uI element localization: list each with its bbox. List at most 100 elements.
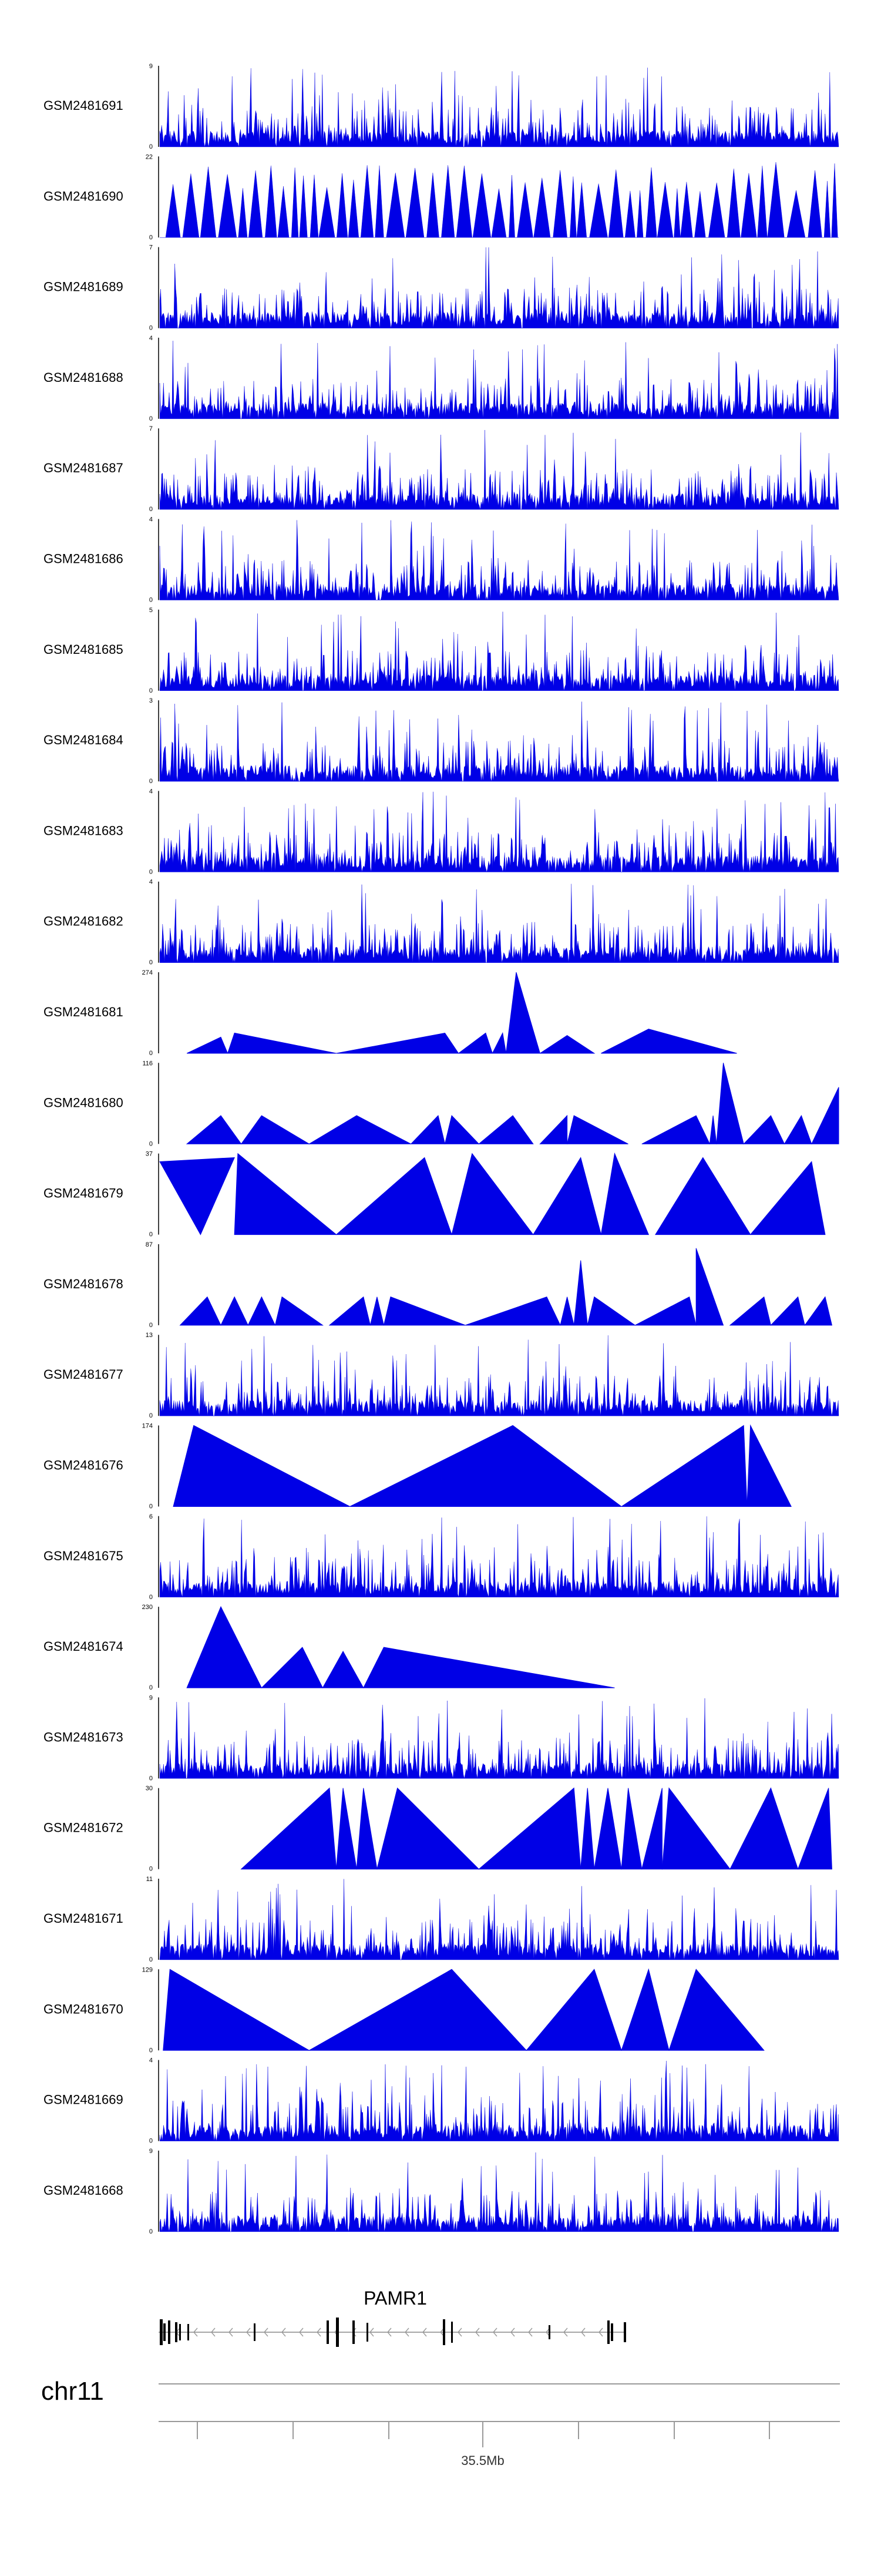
y-max-label: 9 xyxy=(149,63,153,70)
coverage-peak xyxy=(465,1296,561,1326)
y-max-label: 4 xyxy=(149,788,153,795)
track-label: GSM2481677 xyxy=(43,1367,123,1382)
coverage-peak xyxy=(743,1115,785,1144)
track-label: GSM2481675 xyxy=(43,1549,123,1563)
coverage-peak xyxy=(770,1296,805,1326)
gene-track: PAMR1 xyxy=(159,2288,626,2347)
track: GSM2481675 6 0 xyxy=(43,1513,839,1601)
strand-chevron-icon xyxy=(493,2328,497,2337)
y-min-label: 0 xyxy=(149,2138,153,2145)
coverage-area xyxy=(159,68,839,147)
y-max-label: 87 xyxy=(146,1241,153,1248)
track: GSM2481684 3 0 xyxy=(43,697,839,785)
y-max-label: 274 xyxy=(142,969,153,976)
track-label: GSM2481679 xyxy=(43,1186,123,1201)
coverage-peak xyxy=(336,1788,357,1870)
coverage-area xyxy=(159,2061,839,2141)
y-max-label: 9 xyxy=(149,1694,153,1701)
track-label: GSM2481670 xyxy=(43,2001,123,2016)
gene-label: PAMR1 xyxy=(364,2288,427,2309)
track: GSM2481671 11 0 xyxy=(43,1876,839,1963)
coverage-peak xyxy=(336,1032,459,1054)
track: GSM2481687 7 0 xyxy=(43,425,839,513)
track: GSM2481678 87 0 xyxy=(43,1241,833,1329)
coverage-peak xyxy=(234,1153,337,1235)
strand-chevron-icon xyxy=(193,2328,198,2337)
y-max-label: 6 xyxy=(149,1513,153,1520)
track: GSM2481690 22 0 xyxy=(43,153,839,241)
strand-chevron-icon xyxy=(317,2328,321,2337)
y-min-label: 0 xyxy=(149,415,153,422)
track-label: GSM2481690 xyxy=(43,189,123,203)
y-min-label: 0 xyxy=(149,234,153,241)
coverage-peak xyxy=(661,1787,731,1870)
track: GSM2481674 230 0 xyxy=(43,1604,615,1691)
coverage-peak xyxy=(526,1969,622,2051)
y-max-label: 9 xyxy=(149,2148,153,2155)
track-label: GSM2481671 xyxy=(43,1911,123,1926)
chromosome-track: chr11 xyxy=(41,2377,840,2406)
coverage-peak xyxy=(328,1296,371,1326)
strand-chevron-icon xyxy=(369,2328,374,2337)
exon xyxy=(352,2320,355,2344)
strand-chevron-icon xyxy=(581,2328,586,2337)
coverage-peak xyxy=(532,1157,602,1235)
strand-chevron-icon xyxy=(510,2328,515,2337)
y-max-label: 3 xyxy=(149,697,153,704)
y-min-label: 0 xyxy=(149,1140,153,1147)
exon xyxy=(443,2319,445,2345)
y-min-label: 0 xyxy=(149,1322,153,1329)
y-max-label: 116 xyxy=(142,1060,153,1067)
coverage-peak xyxy=(668,1969,765,2051)
coverage-area xyxy=(159,429,839,510)
track-label: GSM2481672 xyxy=(43,1821,123,1835)
coverage-peak xyxy=(594,1788,622,1870)
coverage-peak xyxy=(186,1036,228,1054)
coverage-peak xyxy=(362,1647,615,1688)
y-max-label: 4 xyxy=(149,516,153,523)
coverage-peak xyxy=(163,1969,311,2051)
coverage-peak xyxy=(784,1114,812,1144)
y-min-label: 0 xyxy=(149,1412,153,1419)
y-min-label: 0 xyxy=(149,959,153,966)
y-max-label: 174 xyxy=(142,1423,153,1430)
strand-chevron-icon xyxy=(264,2328,268,2337)
coverage-peak xyxy=(478,1115,534,1144)
track: GSM2481681 274 0 xyxy=(43,969,737,1057)
exon xyxy=(366,2323,368,2342)
track: GSM2481672 30 0 xyxy=(43,1785,832,1873)
coverage-peak xyxy=(410,1114,446,1144)
coverage-area xyxy=(159,1879,839,1960)
y-min-label: 0 xyxy=(149,506,153,513)
y-min-label: 0 xyxy=(149,868,153,875)
track: GSM2481673 9 0 xyxy=(43,1694,839,1782)
track-label: GSM2481669 xyxy=(43,2093,123,2107)
strand-chevron-icon xyxy=(211,2328,216,2337)
coverage-peak xyxy=(634,1296,697,1326)
track: GSM2481686 4 0 xyxy=(43,516,839,604)
coverage-area xyxy=(159,341,839,419)
y-min-label: 0 xyxy=(149,778,153,785)
chromosome-label: chr11 xyxy=(41,2377,104,2406)
coverage-area xyxy=(159,701,839,782)
coverage-peak xyxy=(716,1063,744,1144)
strand-chevron-icon xyxy=(387,2328,392,2337)
coverage-peak xyxy=(322,1650,364,1688)
coverage-peak xyxy=(247,1296,276,1326)
coverage-peak xyxy=(573,1260,588,1326)
coverage-peak xyxy=(709,1115,717,1144)
y-max-label: 22 xyxy=(146,153,153,160)
coverage-tracks: GSM248169190GSM2481690220GSM248168970GSM… xyxy=(43,63,839,2235)
track: GSM2481669 4 0 xyxy=(43,2057,839,2145)
strand-chevron-icon xyxy=(281,2328,286,2337)
y-min-label: 0 xyxy=(149,1594,153,1601)
exon xyxy=(254,2323,255,2341)
y-min-label: 0 xyxy=(149,2228,153,2235)
coverage-peak xyxy=(641,1788,663,1870)
y-min-label: 0 xyxy=(149,325,153,332)
y-min-label: 0 xyxy=(149,1050,153,1057)
y-max-label: 4 xyxy=(149,335,153,342)
track-label: GSM2481685 xyxy=(43,642,123,657)
track-label: GSM2481689 xyxy=(43,280,123,294)
